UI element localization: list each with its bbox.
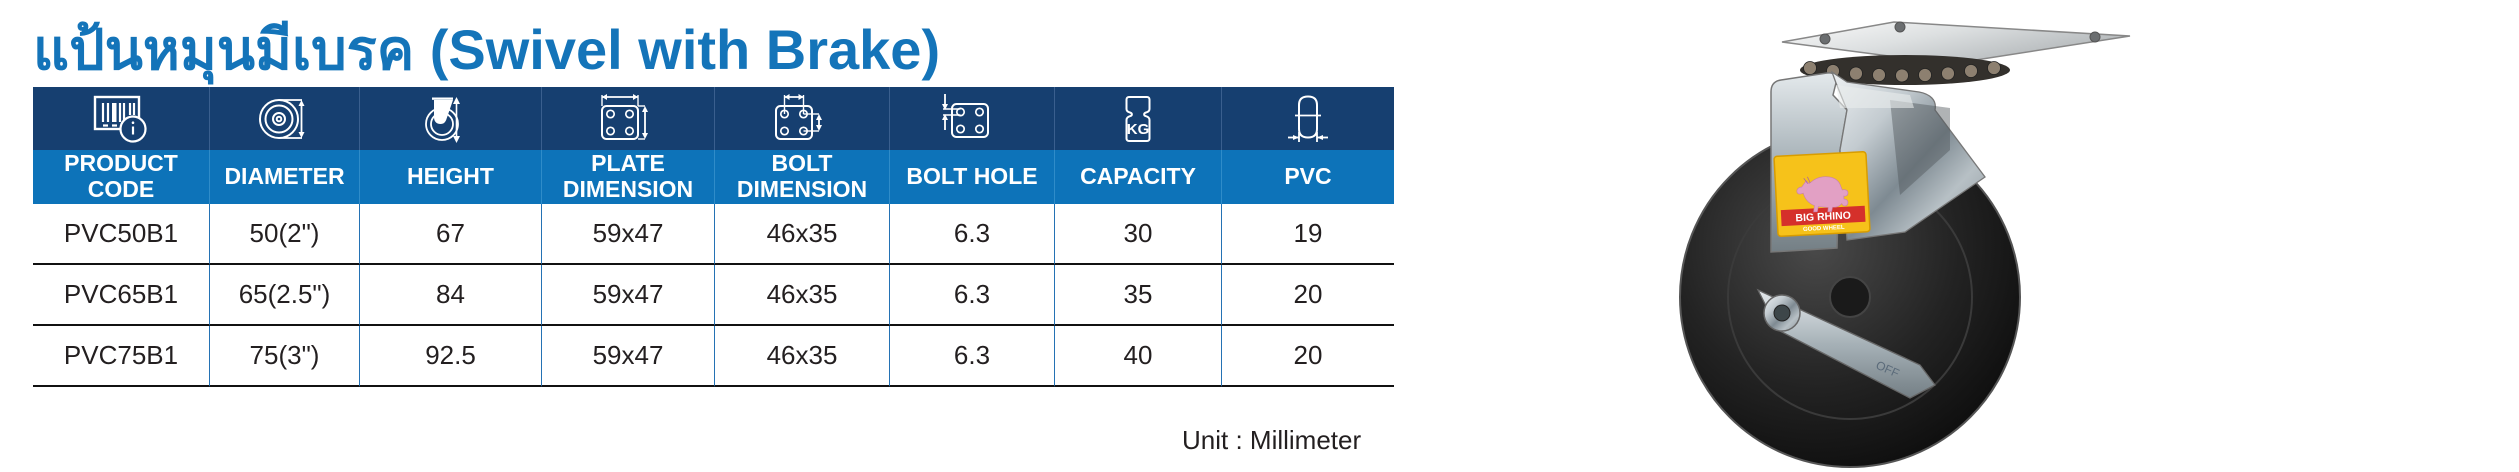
svg-text:KG: KG xyxy=(1127,121,1150,138)
